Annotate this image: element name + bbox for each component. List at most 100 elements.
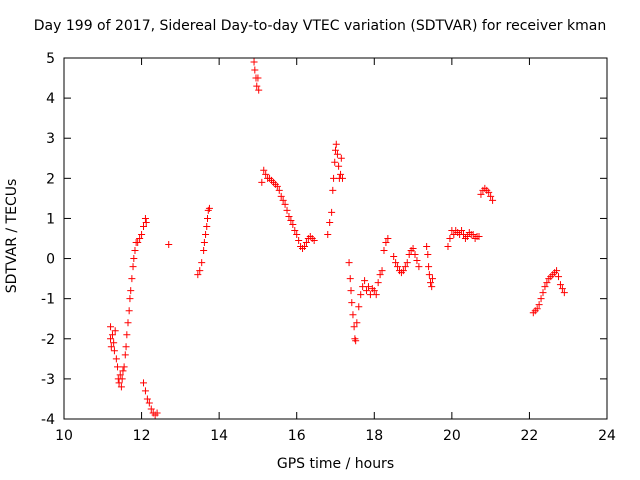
data-point (165, 241, 173, 249)
data-point (117, 383, 125, 391)
data-point (324, 230, 332, 238)
data-point (260, 166, 268, 174)
data-point (289, 220, 297, 228)
data-point (348, 299, 356, 307)
data-point (124, 319, 132, 327)
data-point (363, 287, 371, 295)
data-point (108, 331, 116, 339)
data-point (128, 275, 136, 283)
data-point (458, 226, 466, 234)
y-tick-label: -4 (41, 412, 55, 428)
data-point (384, 235, 392, 242)
data-point (413, 257, 421, 265)
data-point (198, 259, 206, 267)
data-point (141, 214, 149, 222)
data-point (114, 363, 122, 371)
data-point (293, 230, 301, 238)
chart-title: Day 199 of 2017, Sidereal Day-to-day VTE… (33, 18, 607, 34)
data-point (121, 351, 129, 359)
data-point (283, 206, 291, 214)
data-point (295, 237, 303, 245)
data-point (399, 267, 407, 275)
x-tick-label: 24 (598, 428, 616, 444)
data-point (130, 255, 138, 263)
data-point (425, 263, 433, 271)
data-point (131, 247, 139, 255)
data-point (143, 395, 151, 403)
data-point (125, 307, 133, 315)
data-point (328, 208, 336, 216)
data-point (254, 74, 262, 82)
data-point (374, 279, 382, 287)
data-point (287, 216, 295, 224)
data-point (258, 178, 266, 186)
y-tick-label: 3 (46, 131, 55, 147)
data-point (428, 283, 436, 291)
data-point (475, 232, 483, 240)
data-point (543, 279, 551, 287)
data-point (560, 289, 568, 297)
data-point (331, 158, 339, 166)
data-point (349, 311, 357, 319)
data-point (255, 86, 263, 94)
data-point (107, 323, 115, 331)
data-point (120, 363, 128, 371)
data-point (111, 327, 119, 335)
data-point (403, 259, 411, 267)
data-point (141, 387, 149, 395)
data-point (378, 267, 386, 275)
data-point (194, 271, 202, 279)
data-point (347, 287, 355, 295)
data-point (203, 222, 211, 230)
data-point (558, 285, 566, 293)
data-point (281, 200, 289, 208)
data-point (300, 243, 308, 251)
data-point (291, 226, 299, 234)
data-point (310, 237, 318, 245)
data-point (489, 196, 497, 204)
data-point (204, 214, 212, 222)
data-point (277, 192, 285, 200)
data-points (107, 58, 568, 419)
data-point (376, 271, 384, 279)
data-point (122, 343, 130, 351)
data-point (415, 263, 423, 271)
data-point (110, 347, 118, 355)
data-point (119, 367, 127, 375)
data-point (409, 245, 417, 253)
data-point (352, 337, 360, 345)
data-point (196, 267, 204, 275)
data-point (205, 204, 213, 212)
x-tick-label: 18 (365, 428, 383, 444)
data-point (459, 230, 467, 238)
data-point (394, 263, 402, 271)
data-point (425, 271, 433, 279)
data-point (200, 239, 208, 247)
data-point (145, 399, 153, 407)
data-point (129, 263, 137, 271)
data-point (380, 247, 388, 255)
x-tick-label: 10 (55, 428, 73, 444)
data-point (134, 239, 142, 247)
data-point (138, 230, 146, 238)
x-tick-label: 12 (133, 428, 151, 444)
data-point (539, 289, 547, 297)
x-tick-label: 20 (443, 428, 461, 444)
data-point (107, 335, 115, 343)
data-point (253, 82, 261, 90)
data-point (140, 222, 148, 230)
data-point (535, 301, 543, 309)
data-point (337, 170, 345, 178)
data-point (477, 190, 485, 198)
data-point (332, 146, 339, 154)
data-point (444, 243, 452, 251)
x-axis-label: GPS time / hours (276, 456, 395, 472)
data-point (153, 409, 161, 417)
data-point (382, 239, 390, 247)
data-point (424, 251, 432, 259)
data-point (251, 66, 259, 74)
y-tick-label: 5 (46, 51, 55, 67)
y-tick-label: 1 (46, 211, 55, 227)
y-tick-label: -3 (41, 372, 55, 388)
